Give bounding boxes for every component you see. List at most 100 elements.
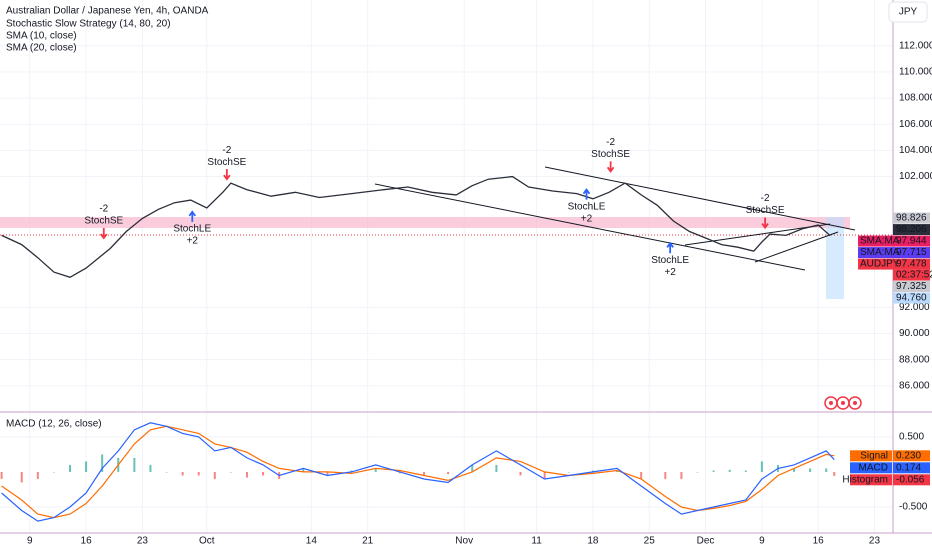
histogram-bar xyxy=(398,471,401,474)
histogram-bar xyxy=(20,471,23,483)
histogram-bar xyxy=(744,470,747,472)
histogram-bar xyxy=(809,468,812,472)
x-tick-label: Oct xyxy=(199,536,215,547)
histogram-bar xyxy=(422,471,425,476)
histogram-bar xyxy=(36,471,39,479)
y-tick-label: 92.000 xyxy=(899,302,930,313)
price-label: 97.478 xyxy=(896,259,927,270)
histogram-bar xyxy=(519,471,522,476)
buy-arrow xyxy=(188,210,196,222)
x-tick-label: 9 xyxy=(27,536,33,547)
indicator: MACD (12, 26, close) xyxy=(6,419,102,430)
zone xyxy=(0,217,850,228)
histogram-bar xyxy=(52,471,55,473)
price-label-bg xyxy=(858,247,930,259)
y-tick-label: 108.000 xyxy=(899,93,932,104)
histogram-bar xyxy=(760,461,763,472)
histogram-bar xyxy=(543,471,546,479)
x-tick-label: 11 xyxy=(531,536,542,547)
y-tick-label: 88.000 xyxy=(899,354,930,365)
histogram-bar xyxy=(245,471,248,478)
legend-name-bg xyxy=(850,450,892,462)
histogram-bar xyxy=(326,471,329,476)
histogram-bar xyxy=(213,471,216,479)
y-tick-label: 86.000 xyxy=(899,380,930,391)
histogram-bar xyxy=(680,471,683,479)
x-tick-label: 16 xyxy=(81,536,93,547)
value-label-bg xyxy=(893,450,930,462)
signal-qty: -2 xyxy=(222,145,231,156)
countdown-bg xyxy=(893,269,930,281)
buy-arrow xyxy=(666,241,674,254)
histogram-bar xyxy=(447,471,450,475)
histogram-bar xyxy=(68,464,71,472)
currency[interactable]: JPY xyxy=(899,7,918,18)
price-label-name: AUDJPY xyxy=(860,259,900,270)
x-tick-label: 18 xyxy=(587,536,599,547)
histogram-bar xyxy=(728,469,731,472)
x-tick-label: 16 xyxy=(813,536,825,547)
indicator: SMA (10, close) xyxy=(6,31,77,42)
icons xyxy=(824,396,862,410)
x-tick-label: Dec xyxy=(697,536,715,547)
histogram-bar xyxy=(664,471,667,479)
histogram-bar xyxy=(793,468,796,472)
x-tick-label: 25 xyxy=(644,536,656,547)
macd-line xyxy=(1,422,835,522)
histogram-bar xyxy=(471,464,474,472)
value-label-bg xyxy=(893,462,930,474)
price-label-name: SMA:MA xyxy=(860,236,900,247)
price-label: 97.715 xyxy=(896,247,927,258)
y-tick-label: 104.000 xyxy=(899,145,932,156)
histogram-bar xyxy=(197,471,200,476)
signal-qty: -2 xyxy=(99,204,108,215)
histogram-bar xyxy=(567,471,570,473)
price-label-bg xyxy=(893,224,930,236)
price-line xyxy=(1,175,831,279)
macd-line xyxy=(1,425,835,519)
legend-name: Histogram xyxy=(842,474,888,485)
countdown: 02:37:52 xyxy=(896,270,932,281)
signal-label: StochLE xyxy=(568,201,606,212)
histogram-bar xyxy=(165,471,168,473)
signal-label: StochSE xyxy=(591,149,630,160)
histogram-bar xyxy=(712,470,715,472)
buy-arrow xyxy=(582,188,591,200)
y-tick-label: 90.000 xyxy=(899,328,930,339)
price-label-bg xyxy=(893,292,930,304)
plot xyxy=(0,161,836,522)
price-label-bg xyxy=(858,258,930,270)
trend-line xyxy=(374,183,806,271)
histogram-bar xyxy=(181,471,184,476)
signal-label: StochSE xyxy=(84,216,123,227)
value-label-bg xyxy=(893,474,930,486)
x-tick-label: Nov xyxy=(455,536,473,547)
sell-arrow xyxy=(100,228,108,240)
value-label: -0.056 xyxy=(896,474,925,485)
signal-label: StochSE xyxy=(207,157,246,168)
grid xyxy=(0,0,893,533)
histogram-bar xyxy=(374,468,377,472)
currency-button[interactable] xyxy=(888,1,928,23)
sell-arrow xyxy=(223,169,231,181)
price-label: 97.325 xyxy=(896,281,927,292)
histogram-bar xyxy=(696,471,699,473)
price-label-bg xyxy=(858,235,930,247)
signal-qty: -2 xyxy=(606,137,615,148)
legend-name: MACD xyxy=(859,462,888,473)
sell-arrow xyxy=(761,217,769,230)
histogram-bar xyxy=(833,471,836,476)
histogram-bar xyxy=(495,464,498,472)
y-tick-label: 110.000 xyxy=(899,67,932,78)
indicator: SMA (20, close) xyxy=(6,43,77,54)
signal-qty: +2 xyxy=(664,267,676,278)
price-label: 97.944 xyxy=(896,236,927,247)
histogram-bar xyxy=(85,461,88,472)
signal-label: StochLE xyxy=(173,224,211,235)
histogram-bar xyxy=(262,471,265,476)
legend-name-bg xyxy=(850,474,892,486)
x-tick-label: 23 xyxy=(869,536,881,547)
signal-qty: -2 xyxy=(761,193,770,204)
